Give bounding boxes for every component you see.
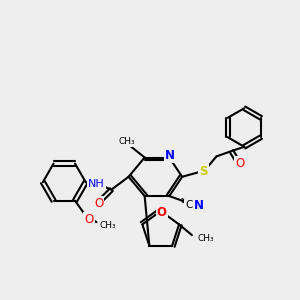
Text: NH: NH [88,179,105,189]
Text: N: N [194,199,204,212]
Text: O: O [94,197,103,210]
Text: CH₃: CH₃ [118,137,135,146]
Text: S: S [199,165,208,178]
Text: C: C [185,200,192,210]
Text: O: O [84,214,94,226]
Text: CH₃: CH₃ [197,234,214,243]
Text: O: O [236,158,244,170]
Text: O: O [157,206,167,219]
Text: N: N [165,149,176,162]
Text: CH₃: CH₃ [100,221,116,230]
